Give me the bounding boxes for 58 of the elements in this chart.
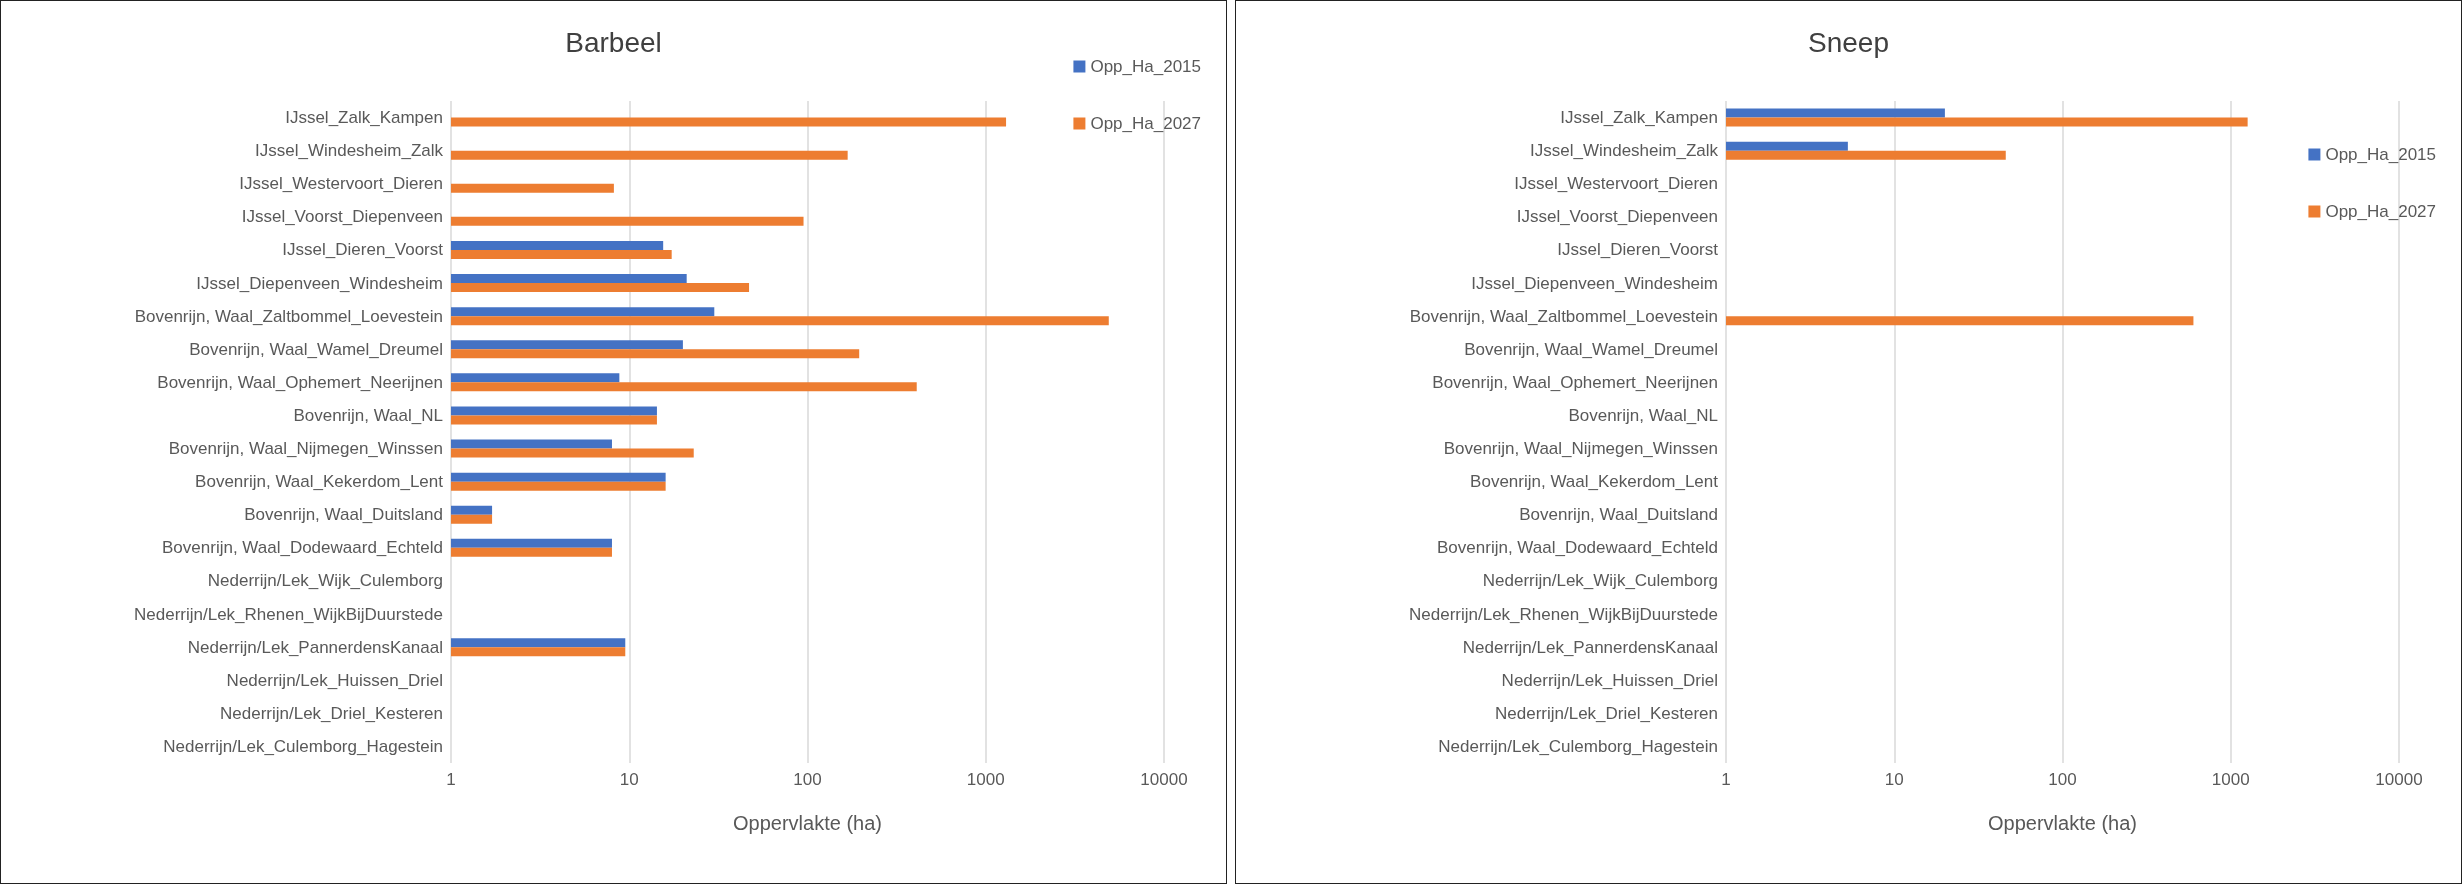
y-tick-label: IJssel_Zalk_Kampen: [1560, 108, 1718, 128]
y-tick-label: Nederrijn/Lek_Wijk_Culemborg: [207, 571, 443, 591]
x-tick-label: 1: [446, 770, 456, 789]
y-tick-label: Nederrijn/Lek_Driel_Kesteren: [1494, 703, 1718, 723]
chart-title: Sneep: [1808, 26, 1889, 58]
chart-title: Barbeel: [565, 26, 662, 58]
y-tick-label: IJssel_Voorst_Diepenveen: [1516, 207, 1718, 227]
y-tick-label: IJssel_Dieren_Voorst: [282, 240, 444, 260]
y-tick-label: Bovenrijn, Waal_Kekerdom_Lent: [195, 472, 444, 492]
y-tick-label: Bovenrijn, Waal_Zaltbommel_Loevestein: [1409, 306, 1718, 326]
y-tick-label: Nederrijn/Lek_Wijk_Culemborg: [1482, 571, 1718, 591]
legend-label: Opp_Ha_2015: [1090, 57, 1201, 76]
y-tick-label: Bovenrijn, Waal_NL: [1568, 405, 1718, 425]
y-tick-label: Bovenrijn, Waal_Dodewaard_Echteld: [162, 538, 443, 558]
x-tick-label: 1000: [966, 770, 1005, 789]
y-tick-label: Bovenrijn, Waal_Duitsland: [244, 505, 443, 525]
y-tick-label: Nederrijn/Lek_PannerdensKanaal: [187, 637, 443, 657]
y-tick-label: Nederrijn/Lek_Rhenen_WijkBijDuurstede: [134, 604, 443, 624]
y-tick-label: IJssel_Westervoort_Dieren: [1514, 174, 1718, 194]
x-tick-label: 10: [1884, 770, 1904, 789]
x-axis-title: Oppervlakte (ha): [1988, 812, 2137, 834]
x-tick-label: 100: [2048, 770, 2077, 789]
y-tick-label: Nederrijn/Lek_Culemborg_Hagestein: [163, 736, 443, 756]
y-tick-label: Nederrijn/Lek_Rhenen_WijkBijDuurstede: [1409, 604, 1718, 624]
legend-label: Opp_Ha_2027: [1090, 114, 1201, 133]
y-tick-label: Nederrijn/Lek_Huissen_Driel: [1501, 670, 1718, 690]
y-tick-label: Bovenrijn, Waal_Duitsland: [1519, 505, 1718, 525]
x-tick-label: 100: [793, 770, 822, 789]
y-tick-label: Bovenrijn, Waal_Zaltbommel_Loevestein: [134, 306, 443, 326]
y-tick-label: IJssel_Westervoort_Dieren: [239, 174, 443, 194]
x-tick-label: 1: [1721, 770, 1731, 789]
x-tick-label: 1000: [2211, 770, 2250, 789]
y-tick-label: Bovenrijn, Waal_Ophemert_Neerijnen: [1432, 372, 1718, 392]
y-tick-label: Nederrijn/Lek_Driel_Kesteren: [219, 703, 443, 723]
x-tick-label: 10: [619, 770, 639, 789]
y-tick-label: IJssel_Windesheim_Zalk: [1529, 141, 1719, 161]
y-tick-label: Bovenrijn, Waal_Nijmegen_Winssen: [1443, 439, 1718, 459]
x-tick-label: 10000: [1140, 770, 1188, 789]
y-tick-label: Bovenrijn, Waal_Kekerdom_Lent: [1470, 472, 1719, 492]
y-tick-label: IJssel_Dieren_Voorst: [1557, 240, 1719, 260]
y-tick-label: IJssel_Diepenveen_Windesheim: [1471, 273, 1718, 293]
y-tick-label: IJssel_Diepenveen_Windesheim: [196, 273, 443, 293]
legend-label: Opp_Ha_2027: [2325, 202, 2436, 221]
legend-label: Opp_Ha_2015: [2325, 145, 2436, 164]
y-tick-label: Bovenrijn, Waal_Dodewaard_Echteld: [1437, 538, 1718, 558]
y-tick-label: IJssel_Windesheim_Zalk: [254, 141, 444, 161]
y-tick-label: Nederrijn/Lek_Culemborg_Hagestein: [1438, 736, 1718, 756]
y-tick-label: Nederrijn/Lek_Huissen_Driel: [226, 670, 443, 690]
y-tick-label: Nederrijn/Lek_PannerdensKanaal: [1462, 637, 1718, 657]
x-axis-title: Oppervlakte (ha): [733, 812, 882, 834]
y-tick-label: IJssel_Zalk_Kampen: [285, 108, 443, 128]
y-tick-label: IJssel_Voorst_Diepenveen: [241, 207, 443, 227]
y-tick-label: Bovenrijn, Waal_NL: [293, 405, 443, 425]
y-tick-label: Bovenrijn, Waal_Wamel_Dreumel: [189, 339, 443, 359]
y-tick-label: Bovenrijn, Waal_Ophemert_Neerijnen: [157, 372, 443, 392]
x-tick-label: 10000: [2375, 770, 2423, 789]
y-tick-label: Bovenrijn, Waal_Wamel_Dreumel: [1464, 339, 1718, 359]
y-tick-label: Bovenrijn, Waal_Nijmegen_Winssen: [168, 439, 443, 459]
